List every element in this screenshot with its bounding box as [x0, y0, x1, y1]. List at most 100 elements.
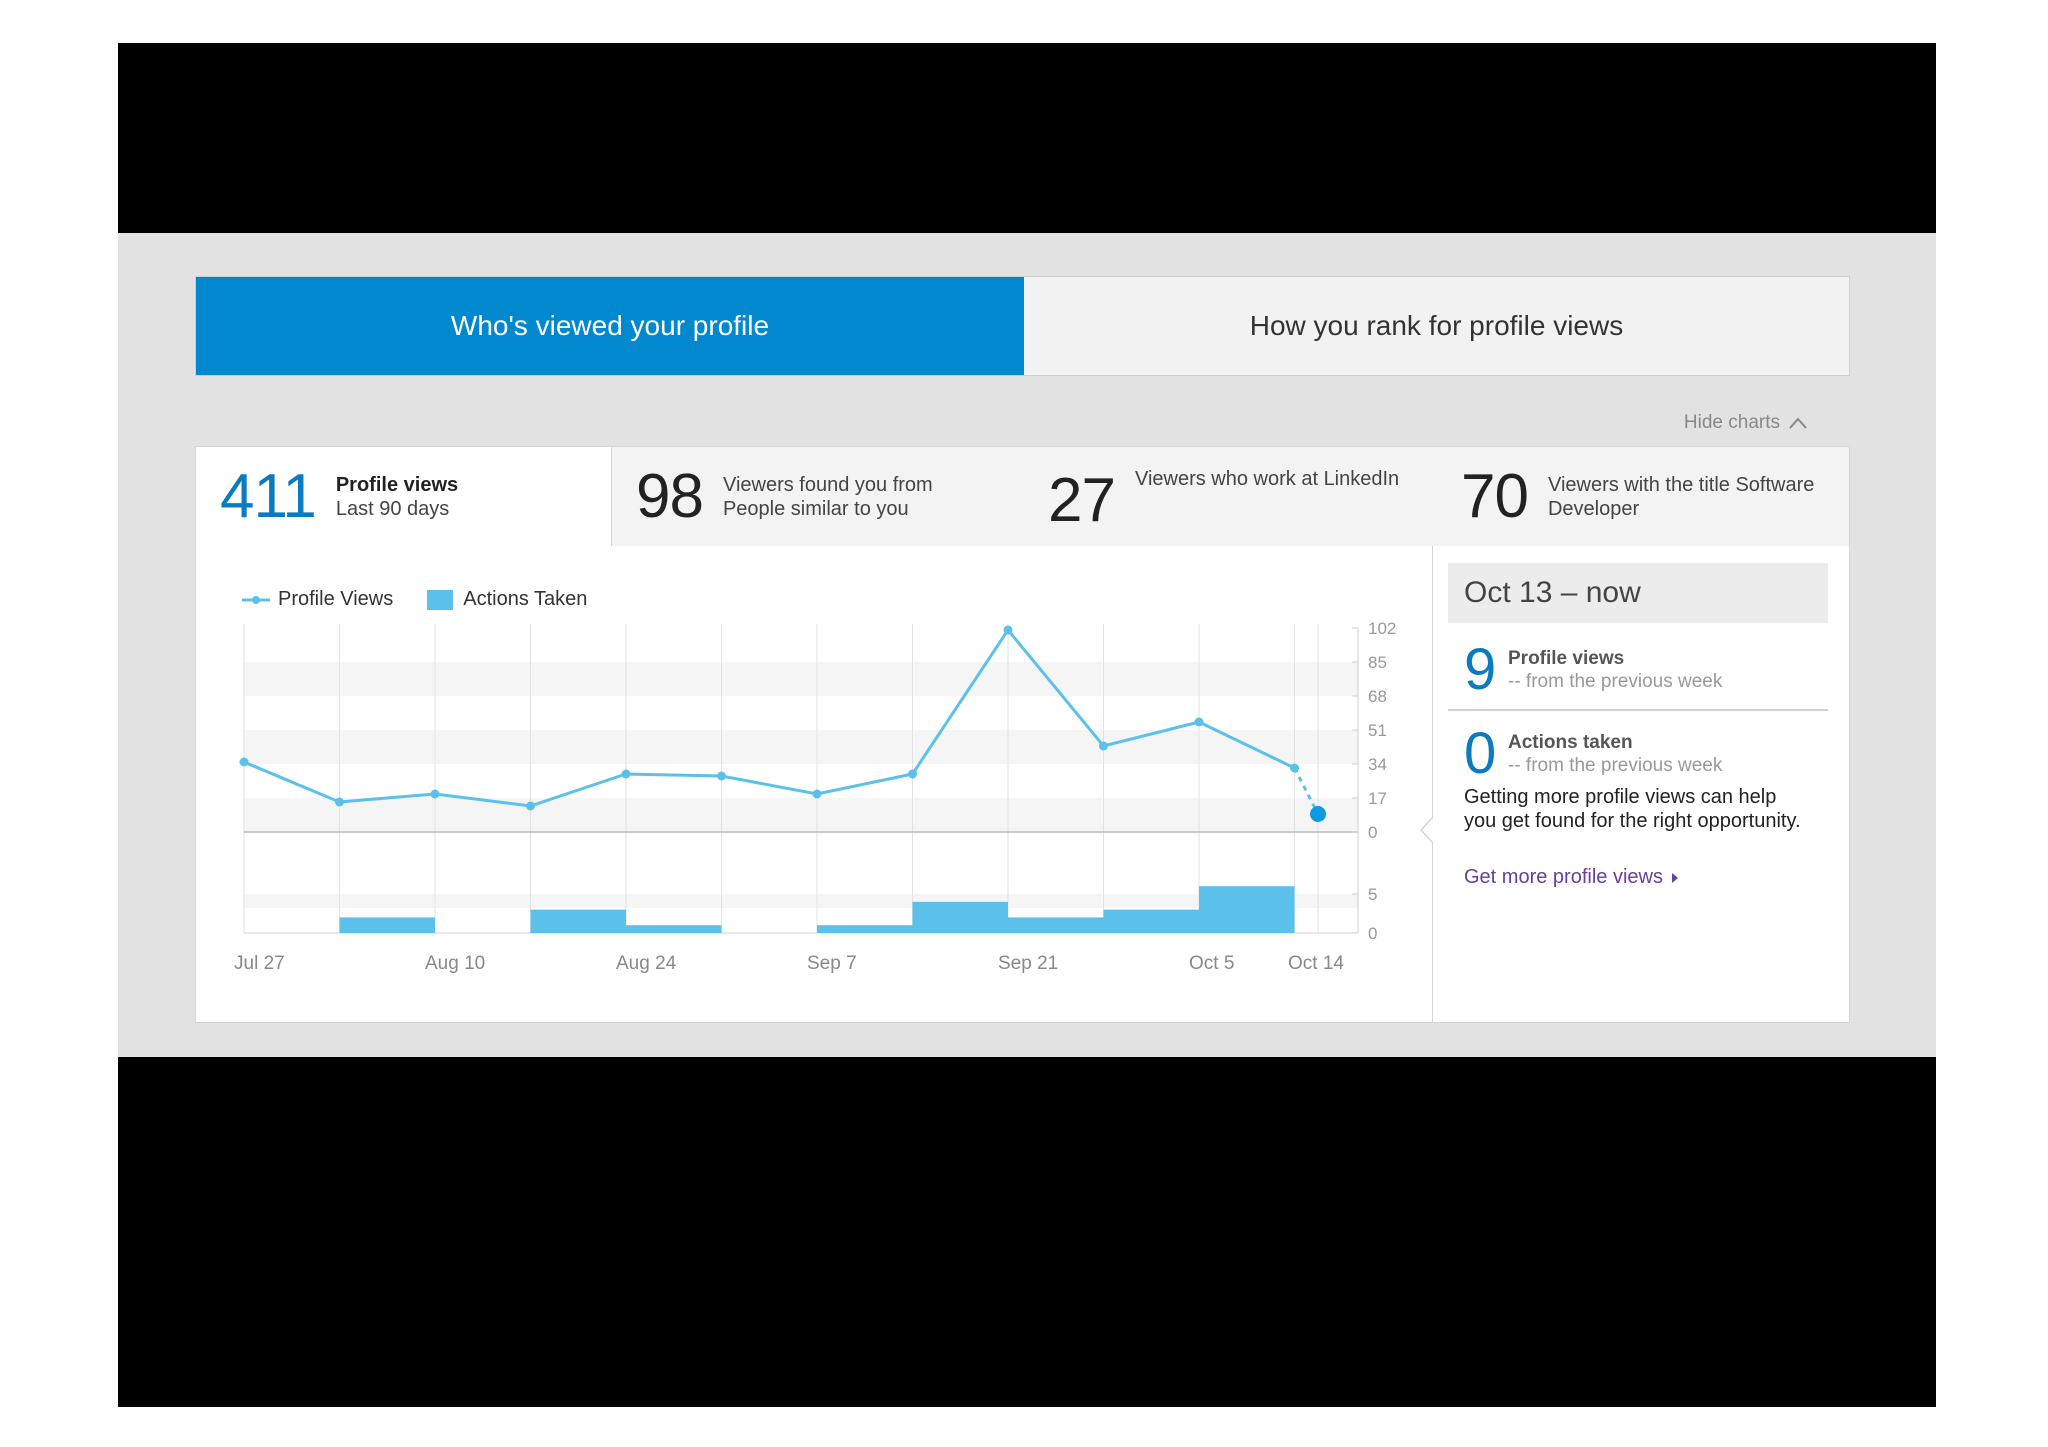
profile-views-point: [1099, 741, 1108, 751]
stat-label: Profile views Last 90 days: [336, 473, 458, 521]
hide-charts-label: Hide charts: [1683, 412, 1780, 433]
actions-bar: [1103, 909, 1199, 933]
summary-label: Actions taken -- from the previous week: [1508, 731, 1722, 777]
caret-left-icon: [1420, 816, 1434, 844]
views-chart: 102 85 68 51 34 17 0 5 0 Jul 27 Aug 10 Aug 24 Sep 7 S…: [234, 619, 1396, 974]
y-tick-label: 85: [1368, 653, 1387, 672]
profile-views-point: [812, 789, 822, 799]
stat-line1: Viewers who work at LinkedIn: [1134, 468, 1400, 490]
stats-row: 411 Profile views Last 90 days 98 Viewer…: [196, 447, 1849, 546]
summary-sub: -- from the previous week: [1508, 671, 1723, 692]
stat-label: Viewers who work at LinkedIn: [1135, 467, 1399, 491]
profile-views-point: [1003, 625, 1013, 635]
x-tick-label: Sep 7: [807, 953, 857, 974]
y-tick-label: 68: [1368, 687, 1387, 706]
actions-bar: [626, 925, 722, 933]
link-label: Get more profile views: [1464, 866, 1663, 888]
actions-bar: [1008, 917, 1104, 933]
x-tick-label: Aug 10: [425, 953, 485, 974]
profile-views-point: [526, 801, 535, 811]
stat-value: 27: [1048, 466, 1116, 535]
actions-bar: [530, 909, 626, 933]
tab-bar: Who's viewed your profile How you rank f…: [195, 276, 1850, 376]
profile-views-point: [1310, 806, 1326, 822]
letterbox-bottom: [118, 1057, 1936, 1407]
legend-actions-taken[interactable]: Actions Taken: [427, 588, 587, 611]
profile-views-point: [1194, 717, 1204, 727]
summary-title: Actions taken: [1508, 732, 1633, 753]
x-tick-label: Sep 21: [998, 953, 1058, 974]
summary-actions-taken: 0 Actions taken -- from the previous wee…: [1464, 725, 1722, 783]
stat-label: Viewers with the title Software Develope…: [1548, 473, 1814, 521]
stat-subtitle: Last 90 days: [335, 497, 450, 520]
actions-bar: [912, 901, 1008, 933]
y-tick-label: 0: [1368, 823, 1377, 842]
chart-area: 102 85 68 51 34 17 0 5 0 Jul 27 Aug 10 Aug 24 Sep 7 S…: [196, 546, 1432, 1022]
stat-linkedin-employees[interactable]: 27 Viewers who work at LinkedIn: [1048, 447, 1448, 546]
stat-line1: Viewers found you from: [722, 473, 933, 496]
y-tick-label: 51: [1368, 721, 1387, 740]
y-tick-label: 17: [1368, 789, 1387, 808]
summary-value: 9: [1464, 637, 1497, 702]
grid-band: [244, 894, 1358, 908]
grid-band: [244, 730, 1358, 764]
summary-header: Oct 13 – now: [1448, 563, 1828, 623]
letterbox-top: [118, 43, 1936, 233]
hide-charts-toggle[interactable]: Hide charts: [1684, 412, 1808, 434]
stat-value: 70: [1461, 461, 1529, 531]
stat-line2: People similar to you: [722, 497, 909, 520]
chevron-up-icon: [1789, 417, 1807, 429]
summary-divider: [1448, 709, 1828, 711]
legend-label: Profile Views: [278, 588, 394, 610]
y-tick-label: 34: [1368, 755, 1387, 774]
y-tick-label: 0: [1368, 924, 1377, 943]
tab-whos-viewed[interactable]: Who's viewed your profile: [196, 277, 1024, 375]
profile-views-point: [717, 771, 726, 781]
profile-views-point: [1290, 763, 1299, 773]
line-marker-icon: [242, 595, 270, 604]
panel-divider: [1432, 546, 1433, 1022]
y-tick-label: 5: [1368, 885, 1377, 904]
summary-label: Profile views -- from the previous week: [1508, 647, 1722, 693]
actions-bar: [817, 925, 913, 933]
profile-views-projection: [1293, 767, 1320, 815]
stat-line1: Viewers with the title Software: [1547, 473, 1815, 496]
actions-bar: [1199, 886, 1295, 933]
bar-swatch-icon: [427, 589, 454, 610]
summary-message: Getting more profile views can help you …: [1464, 786, 1801, 832]
x-tick-label: Jul 27: [234, 953, 285, 974]
grid-band: [244, 662, 1358, 696]
x-tick-label: Oct 5: [1189, 953, 1234, 974]
summary-title: Profile views: [1508, 648, 1625, 669]
stat-label: Viewers found you from People similar to…: [723, 473, 933, 521]
summary-sub: -- from the previous week: [1508, 755, 1723, 776]
summary-profile-views: 9 Profile views -- from the previous wee…: [1464, 641, 1722, 699]
profile-views-point: [430, 789, 440, 799]
tab-rank[interactable]: How you rank for profile views: [1024, 277, 1849, 375]
stat-profile-views[interactable]: 411 Profile views Last 90 days: [196, 447, 612, 546]
stat-value: 411: [220, 461, 317, 531]
profile-views-point: [335, 797, 344, 807]
caret-right-icon: [1671, 872, 1678, 883]
profile-views-point: [908, 769, 917, 779]
profile-views-point: [621, 769, 631, 779]
grid-band: [244, 798, 1358, 832]
legend-label: Actions Taken: [463, 588, 588, 610]
stat-value: 98: [636, 461, 704, 531]
stat-similar-people[interactable]: 98 Viewers found you from People similar…: [636, 447, 1036, 546]
get-more-views-link[interactable]: Get more profile views: [1464, 866, 1679, 889]
analytics-frame: Who's viewed your profile How you rank f…: [118, 233, 1936, 1057]
x-tick-label: Oct 14: [1288, 953, 1344, 974]
stats-panel: 411 Profile views Last 90 days 98 Viewer…: [195, 446, 1850, 1023]
stat-title: Profile views: [335, 473, 459, 496]
profile-views-point: [239, 757, 249, 767]
profile-views-line: [243, 627, 1296, 808]
legend-profile-views[interactable]: Profile Views: [242, 588, 393, 611]
actions-bar: [339, 917, 435, 933]
chart-legend: Profile Views Actions Taken: [242, 588, 621, 611]
stat-software-developer[interactable]: 70 Viewers with the title Software Devel…: [1461, 447, 1849, 546]
x-tick-label: Aug 24: [616, 953, 677, 974]
y-tick-label: 102: [1368, 619, 1396, 638]
stat-line2: Developer: [1547, 497, 1640, 520]
summary-value: 0: [1464, 721, 1497, 786]
